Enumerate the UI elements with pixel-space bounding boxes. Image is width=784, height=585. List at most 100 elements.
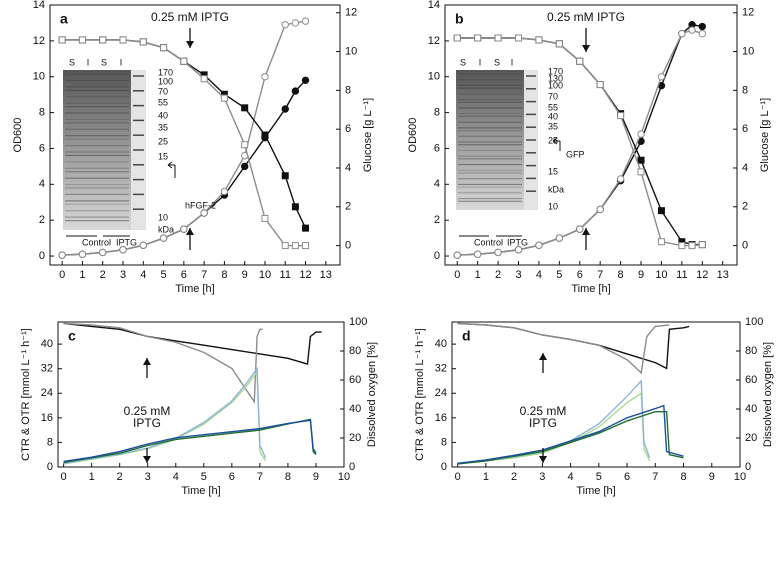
y-axis-label: CTR & OTR [mmol L⁻¹ h⁻¹] bbox=[414, 328, 426, 461]
x-tick-label: 13 bbox=[717, 269, 729, 281]
data-point bbox=[78, 250, 87, 258]
y-tick-label: 2 bbox=[434, 214, 440, 226]
y2-tick-label: 40 bbox=[745, 403, 757, 415]
data-point bbox=[657, 73, 666, 81]
data-point bbox=[78, 36, 86, 44]
x-tick-label: 0 bbox=[59, 269, 65, 281]
data-point bbox=[241, 141, 249, 149]
x-tick-label: 3 bbox=[515, 269, 521, 281]
arrow-head bbox=[186, 228, 194, 235]
series-line bbox=[63, 419, 317, 463]
x-tick-label: 7 bbox=[597, 269, 603, 281]
y2-tick-label: 40 bbox=[349, 403, 361, 415]
gel-label: 55 bbox=[158, 97, 168, 107]
y-tick-label: 32 bbox=[41, 363, 53, 375]
data-point bbox=[637, 156, 645, 164]
x-tick-label: 7 bbox=[201, 269, 207, 281]
series-line bbox=[63, 322, 263, 404]
data-point bbox=[514, 246, 523, 254]
x-tick-label: 1 bbox=[483, 471, 489, 483]
x-tick-label: 4 bbox=[568, 471, 574, 483]
data-point bbox=[159, 234, 168, 242]
gel-label: 70 bbox=[548, 91, 558, 101]
series-line bbox=[457, 411, 684, 465]
gel-label: S bbox=[494, 57, 500, 67]
data-point bbox=[678, 29, 686, 38]
data-point bbox=[637, 130, 645, 138]
data-point bbox=[220, 187, 229, 196]
y2-tick-label: 80 bbox=[745, 345, 757, 357]
y2-tick-label: 8 bbox=[345, 84, 351, 96]
gel-label: I bbox=[120, 57, 123, 67]
gel-label: 25 bbox=[158, 136, 168, 146]
x-tick-label: 11 bbox=[280, 269, 291, 281]
x-axis-label: Time [h] bbox=[571, 283, 610, 295]
data-point bbox=[657, 207, 665, 215]
y2-tick-label: 2 bbox=[742, 201, 748, 213]
y-tick-label: 10 bbox=[33, 71, 45, 83]
x-tick-label: 0 bbox=[454, 269, 460, 281]
y-tick-label: 24 bbox=[41, 387, 53, 399]
x-tick-label: 9 bbox=[638, 269, 644, 281]
data-point bbox=[494, 34, 502, 42]
data-point bbox=[494, 248, 502, 257]
gel-label: kDa bbox=[158, 224, 174, 234]
y2-tick-label: 4 bbox=[345, 162, 351, 174]
gel-label: Control bbox=[474, 237, 503, 247]
plot-frame bbox=[49, 4, 341, 266]
y-axis-label: OD600 bbox=[12, 118, 24, 153]
x-tick-label: 1 bbox=[79, 269, 85, 281]
x-tick-label: 1 bbox=[89, 471, 95, 483]
annotation: 0.25 mM IPTG bbox=[547, 10, 625, 24]
y-tick-label: 4 bbox=[434, 178, 440, 190]
gel-label: S bbox=[69, 57, 75, 67]
y-tick-label: 40 bbox=[41, 338, 53, 350]
y-tick-label: 2 bbox=[39, 214, 45, 226]
gel-label: I bbox=[87, 57, 90, 67]
data-point bbox=[160, 44, 168, 52]
series-line bbox=[63, 366, 267, 464]
x-tick-label: 4 bbox=[173, 471, 179, 483]
y2-tick-label: 12 bbox=[742, 7, 754, 19]
series-line bbox=[457, 322, 670, 375]
x-axis-label: Time [h] bbox=[576, 485, 615, 497]
x-tick-label: 8 bbox=[285, 471, 291, 483]
gel-label: 170 bbox=[548, 66, 563, 76]
gel-label: 35 bbox=[158, 122, 168, 132]
data-point bbox=[139, 38, 147, 46]
data-point bbox=[698, 22, 706, 31]
x-tick-label: 10 bbox=[338, 471, 350, 483]
annotation: 0.25 mM bbox=[520, 404, 567, 418]
gel-label: GFP bbox=[566, 149, 585, 159]
data-point bbox=[688, 242, 696, 250]
y-tick-label: 10 bbox=[428, 71, 440, 83]
y2-tick-label: 100 bbox=[349, 316, 367, 328]
data-point bbox=[301, 76, 310, 85]
annotation: 0.25 mM IPTG bbox=[151, 10, 229, 24]
data-point bbox=[261, 73, 269, 81]
panel-label: a bbox=[60, 11, 68, 27]
x-tick-label: 6 bbox=[229, 471, 235, 483]
x-tick-label: 8 bbox=[680, 471, 686, 483]
gel-label: 10 bbox=[548, 201, 558, 211]
data-point bbox=[453, 251, 461, 259]
arrow-head bbox=[539, 456, 547, 463]
y2-tick-label: 6 bbox=[345, 123, 351, 135]
x-tick-label: 3 bbox=[539, 471, 545, 483]
y2-axis-label: Glucose [g L⁻¹] bbox=[759, 98, 771, 172]
gel-label: 70 bbox=[158, 86, 168, 96]
x-tick-label: 10 bbox=[655, 269, 667, 281]
plot-frame bbox=[451, 321, 741, 468]
y-tick-label: 40 bbox=[435, 338, 447, 350]
y-tick-label: 6 bbox=[434, 142, 440, 154]
data-point bbox=[180, 225, 188, 233]
data-point bbox=[596, 205, 604, 214]
gel-label: S bbox=[101, 57, 107, 67]
gel-arrow bbox=[167, 161, 176, 178]
y-tick-label: 0 bbox=[47, 461, 53, 473]
x-tick-label: 2 bbox=[511, 471, 517, 483]
data-point bbox=[139, 241, 147, 249]
x-tick-label: 9 bbox=[242, 269, 248, 281]
x-tick-label: 7 bbox=[652, 471, 658, 483]
y-tick-label: 8 bbox=[39, 106, 45, 118]
